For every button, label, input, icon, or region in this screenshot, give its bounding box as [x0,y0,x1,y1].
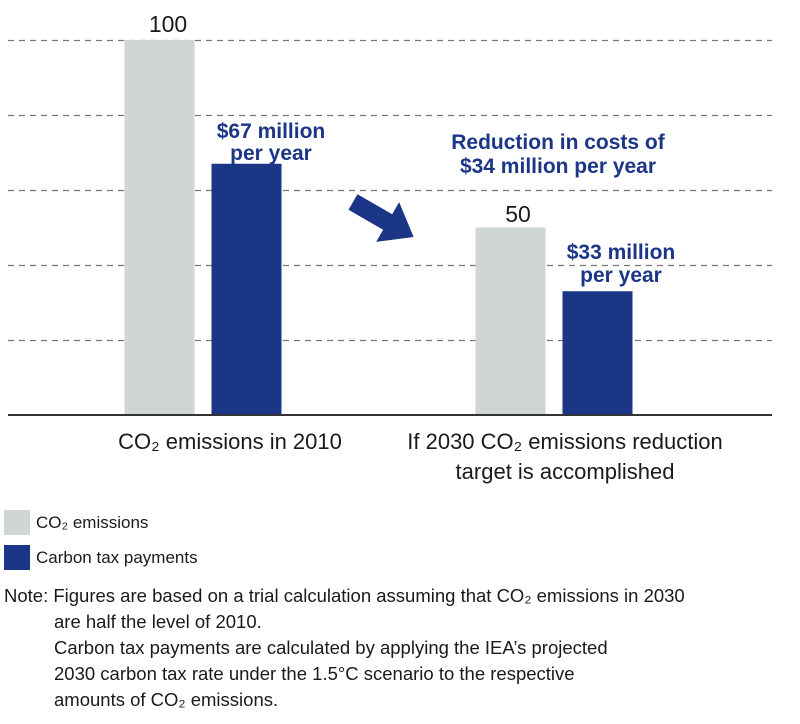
note-line-3: Carbon tax payments are calculated by ap… [54,637,608,658]
emissions-bar-2010 [124,40,195,415]
note-line-5: amounts of CO₂ emissions. [54,689,279,710]
bar-label-tax-2010-line2: per year [230,142,312,165]
category-label-2030-line1: If 2030 CO₂ emissions reduction [407,429,723,454]
note-line-4: 2030 carbon tax rate under the 1.5°C sce… [54,663,575,684]
legend-label-tax: Carbon tax payments [36,547,198,567]
category-label-2010: CO₂ emissions in 2010 [118,429,342,454]
bar-label-emissions-2030: 50 [505,201,531,227]
annotation-line1: Reduction in costs of [451,131,666,154]
legend-swatch-tax [4,545,30,570]
bar-label-tax-2030-line2: per year [580,264,662,287]
bars [124,40,633,415]
tax-bar-2010 [211,163,282,415]
legend-label-emissions: CO₂ emissions [36,512,149,532]
tax-bar-2030 [562,291,633,415]
legend-item-emissions: CO₂ emissions [4,510,148,535]
category-label-2030: If 2030 CO₂ emissions reduction target i… [360,427,770,487]
note-line-1: Note: Figures are based on a trial calcu… [4,585,685,606]
bar-label-tax-2010-line1: $67 million [217,120,326,143]
category-label-2030-line2: target is accomplished [455,459,675,484]
arrow-down-right-icon [348,194,414,242]
gridlines [8,39,772,342]
footnote: Note: Figures are based on a trial calcu… [4,583,796,713]
legend-swatch-emissions [4,510,30,535]
bar-chart: 100 50 $67 million per year $33 million … [8,11,772,416]
note-line-2: are half the level of 2010. [54,611,262,632]
bar-label-emissions-2010: 100 [149,11,187,37]
emissions-bar-2030 [475,227,546,415]
annotation-line2: $34 million per year [460,155,656,178]
bar-label-tax-2030-line1: $33 million [567,241,676,264]
legend-item-tax: Carbon tax payments [4,545,198,570]
